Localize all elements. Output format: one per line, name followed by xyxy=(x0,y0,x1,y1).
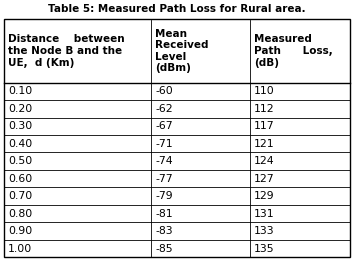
Text: 121: 121 xyxy=(254,139,275,149)
Text: -79: -79 xyxy=(155,191,173,201)
Text: -67: -67 xyxy=(155,121,173,131)
Text: -85: -85 xyxy=(155,244,173,254)
Text: 0.10: 0.10 xyxy=(8,86,32,96)
Text: 110: 110 xyxy=(254,86,275,96)
Text: 0.70: 0.70 xyxy=(8,191,32,201)
Text: Table 5: Measured Path Loss for Rural area.: Table 5: Measured Path Loss for Rural ar… xyxy=(48,4,306,14)
Text: Mean
Received
Level
(dBm): Mean Received Level (dBm) xyxy=(155,29,209,73)
Text: Distance    between
the Node B and the
UE,  d (Km): Distance between the Node B and the UE, … xyxy=(8,34,124,68)
Text: 131: 131 xyxy=(254,209,275,219)
Text: 1.00: 1.00 xyxy=(8,244,32,254)
Text: 0.50: 0.50 xyxy=(8,156,32,166)
Text: 124: 124 xyxy=(254,156,275,166)
Text: 127: 127 xyxy=(254,174,275,184)
Text: 112: 112 xyxy=(254,104,275,114)
Text: 133: 133 xyxy=(254,226,275,236)
Text: 0.40: 0.40 xyxy=(8,139,32,149)
Text: -81: -81 xyxy=(155,209,173,219)
Text: 0.90: 0.90 xyxy=(8,226,32,236)
Text: -71: -71 xyxy=(155,139,173,149)
Text: -83: -83 xyxy=(155,226,173,236)
Text: 117: 117 xyxy=(254,121,275,131)
Text: -60: -60 xyxy=(155,86,173,96)
Text: 0.60: 0.60 xyxy=(8,174,32,184)
Text: 0.80: 0.80 xyxy=(8,209,32,219)
Text: 135: 135 xyxy=(254,244,275,254)
Text: 0.20: 0.20 xyxy=(8,104,32,114)
Text: -62: -62 xyxy=(155,104,173,114)
Text: 129: 129 xyxy=(254,191,275,201)
Text: -77: -77 xyxy=(155,174,173,184)
Text: Measured
Path      Loss,
(dB): Measured Path Loss, (dB) xyxy=(254,34,333,68)
Text: 0.30: 0.30 xyxy=(8,121,32,131)
Text: -74: -74 xyxy=(155,156,173,166)
